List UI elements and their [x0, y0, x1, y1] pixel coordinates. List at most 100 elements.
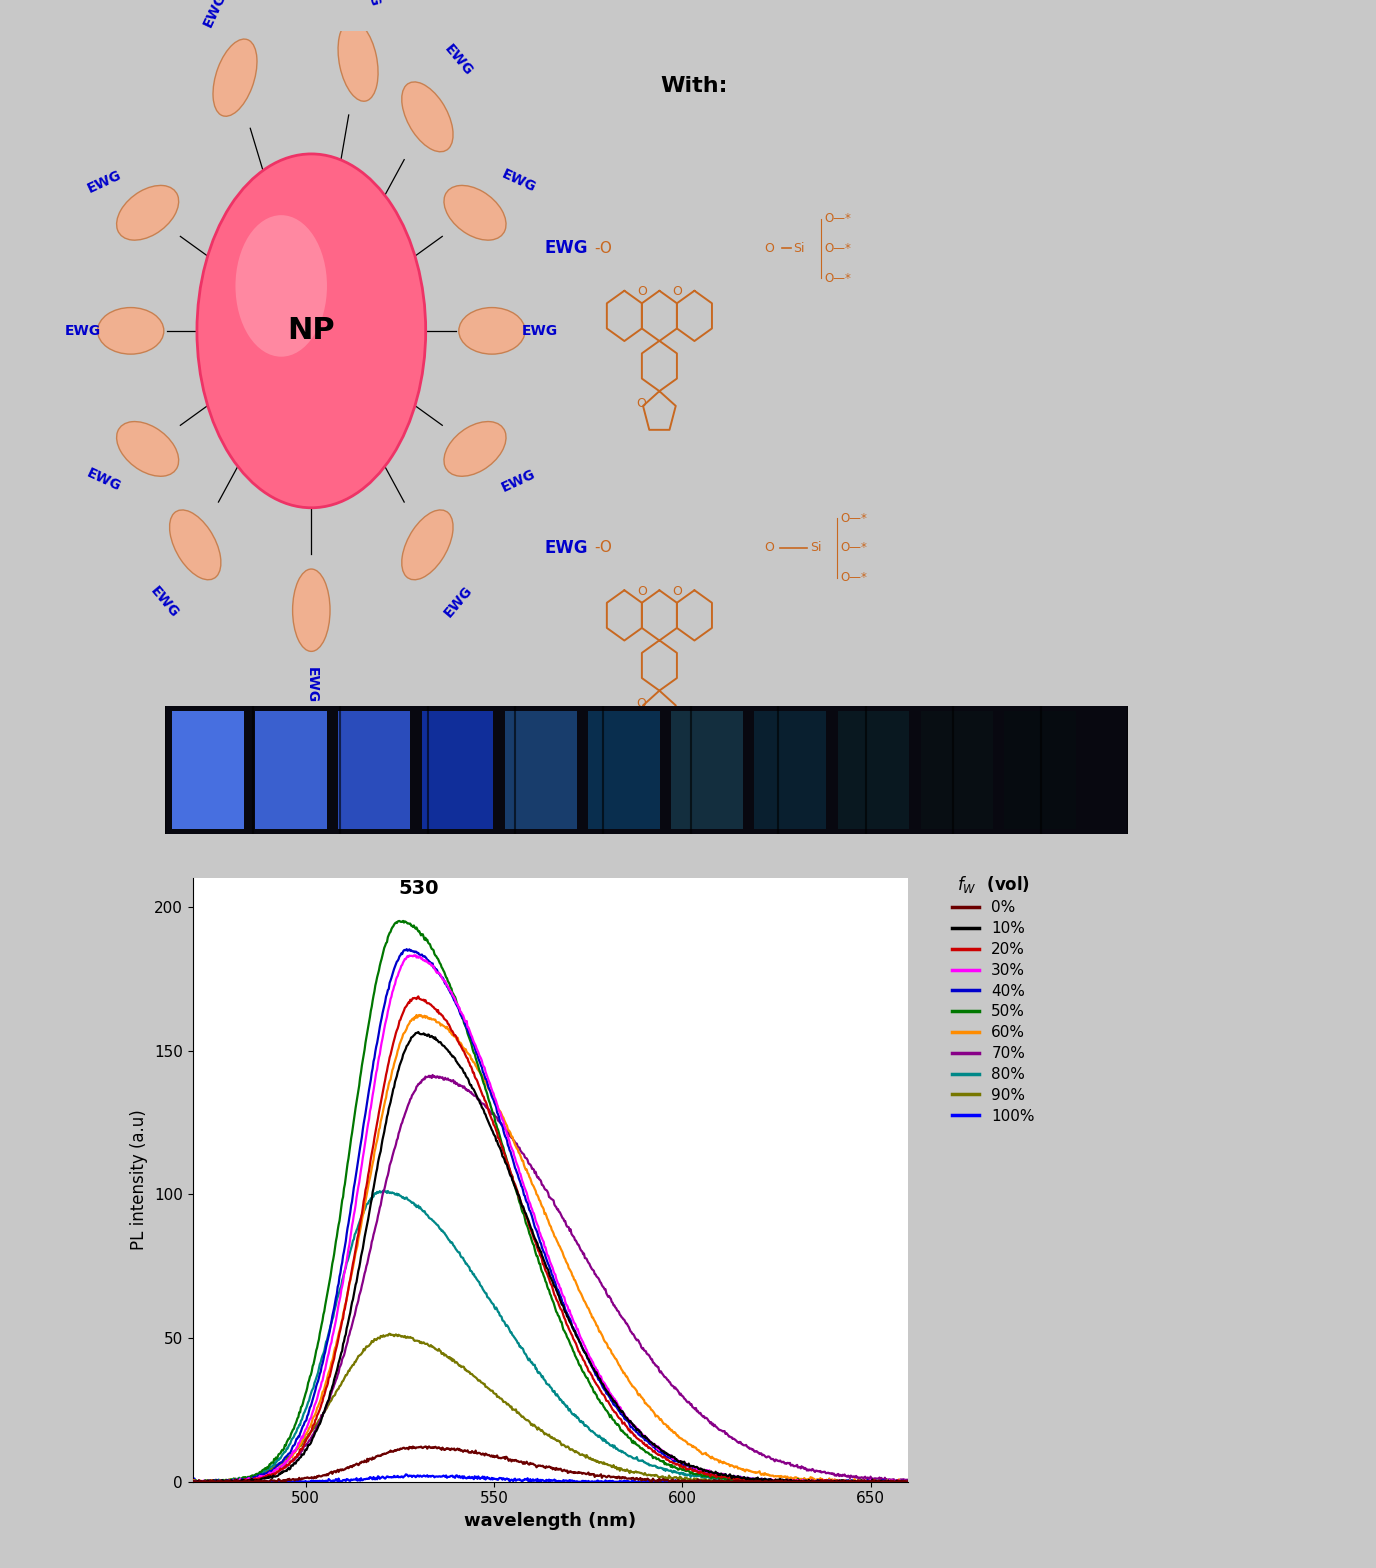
60% [184, 1472, 201, 1491]
60% [900, 1472, 916, 1491]
50% [601, 1408, 618, 1427]
10% [187, 1472, 204, 1491]
90% [601, 1457, 618, 1475]
Text: Si: Si [794, 241, 805, 256]
Text: O: O [671, 285, 682, 298]
100% [802, 1472, 819, 1491]
10% [621, 1411, 637, 1430]
10% [184, 1472, 201, 1491]
40% [184, 1472, 201, 1491]
50% [184, 1472, 201, 1491]
Text: EWG: EWG [522, 325, 559, 337]
Bar [838, 710, 910, 829]
Text: O—*: O—* [841, 571, 867, 585]
50% [729, 1469, 746, 1488]
Text: NP: NP [288, 317, 336, 345]
30% [601, 1385, 618, 1403]
Text: O: O [636, 696, 647, 710]
Line: 100%: 100% [193, 1474, 908, 1482]
90% [230, 1469, 246, 1488]
Bar [671, 710, 743, 829]
30% [729, 1468, 746, 1486]
Bar [421, 710, 494, 829]
Ellipse shape [338, 20, 378, 102]
90% [900, 1472, 916, 1491]
30% [802, 1471, 819, 1490]
0% [421, 1436, 438, 1455]
30% [230, 1471, 246, 1490]
10% [230, 1471, 246, 1490]
100% [187, 1472, 204, 1491]
30% [184, 1472, 201, 1491]
0% [643, 1471, 659, 1490]
80% [900, 1471, 916, 1490]
60% [230, 1472, 246, 1491]
Text: O: O [764, 541, 773, 555]
80% [801, 1472, 817, 1491]
90% [729, 1472, 746, 1491]
90% [381, 1325, 398, 1344]
20% [184, 1472, 201, 1491]
Ellipse shape [98, 307, 164, 354]
40% [641, 1435, 658, 1454]
50% [230, 1471, 246, 1490]
60% [601, 1339, 618, 1358]
80% [619, 1446, 636, 1465]
10% [729, 1468, 746, 1486]
70% [900, 1472, 916, 1491]
Ellipse shape [402, 82, 453, 152]
80% [728, 1471, 744, 1490]
90% [184, 1472, 201, 1491]
10% [643, 1433, 659, 1452]
Text: EWG: EWG [545, 240, 589, 257]
Line: 80%: 80% [193, 1190, 908, 1482]
20% [801, 1472, 817, 1491]
Bar [338, 710, 410, 829]
Ellipse shape [444, 185, 506, 240]
70% [621, 1317, 637, 1336]
70% [729, 1432, 746, 1450]
Text: EWG: EWG [499, 466, 538, 494]
40% [801, 1472, 817, 1491]
40% [728, 1468, 744, 1486]
20% [601, 1394, 618, 1413]
0% [802, 1472, 819, 1491]
Text: O—*: O—* [824, 241, 850, 256]
Text: O: O [764, 241, 773, 256]
30% [643, 1432, 659, 1450]
90% [186, 1472, 202, 1491]
60% [643, 1399, 659, 1417]
70% [424, 1066, 440, 1085]
10% [601, 1386, 618, 1405]
100% [398, 1465, 414, 1483]
50% [395, 911, 411, 930]
40% [399, 939, 416, 958]
Ellipse shape [235, 215, 327, 356]
50% [802, 1472, 819, 1491]
Text: -O: -O [594, 541, 612, 555]
Text: EWG: EWG [85, 466, 124, 494]
Text: EWG: EWG [545, 539, 589, 557]
Ellipse shape [169, 510, 222, 580]
Bar [172, 710, 244, 829]
100% [643, 1472, 659, 1491]
Line: 50%: 50% [193, 920, 908, 1482]
Bar [338, 710, 410, 829]
Bar [256, 710, 327, 829]
80% [601, 1435, 618, 1454]
60% [802, 1468, 819, 1486]
Line: 90%: 90% [193, 1334, 908, 1482]
Text: O—*: O—* [824, 271, 850, 285]
Text: Si: Si [809, 541, 821, 555]
Line: 30%: 30% [193, 955, 908, 1482]
Text: EWG: EWG [304, 666, 318, 702]
Line: 0%: 0% [193, 1446, 908, 1482]
Ellipse shape [117, 185, 179, 240]
Bar [172, 710, 244, 829]
100% [230, 1472, 246, 1491]
0% [186, 1472, 202, 1491]
20% [619, 1419, 636, 1438]
Line: 60%: 60% [193, 1014, 908, 1482]
30% [407, 946, 424, 964]
10% [410, 1022, 427, 1041]
